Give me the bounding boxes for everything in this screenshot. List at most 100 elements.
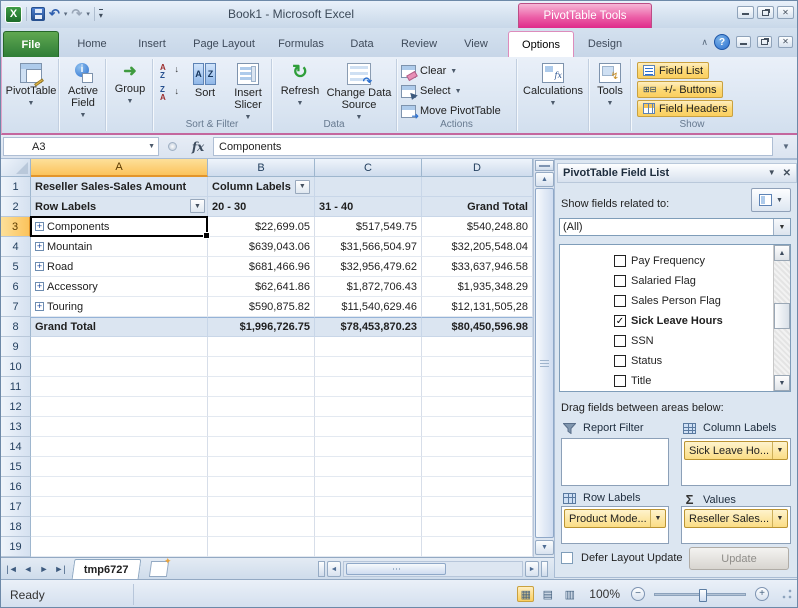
cell-C19[interactable] [315, 537, 422, 557]
field-item-status[interactable]: Status [614, 351, 770, 371]
cell-C13[interactable] [315, 417, 422, 437]
tab-split-handle[interactable] [318, 561, 325, 577]
row-header-5[interactable]: 5 [1, 257, 31, 277]
pane-close-icon[interactable]: ✕ [782, 167, 791, 179]
close-button[interactable]: ✕ [777, 6, 794, 19]
cell-D7[interactable]: $12,131,505,28 [422, 297, 533, 317]
cell-C12[interactable] [315, 397, 422, 417]
row-header-18[interactable]: 18 [1, 517, 31, 537]
pill-dropdown-icon[interactable]: ▼ [772, 510, 787, 527]
field-item-ssn[interactable]: SSN [614, 331, 770, 351]
zoom-slider[interactable] [654, 588, 746, 602]
field-item-title[interactable]: Title [614, 371, 770, 391]
field-item-salaried-flag[interactable]: Salaried Flag [614, 271, 770, 291]
workbook-close-button[interactable]: ✕ [778, 36, 793, 48]
expand-formula-bar-icon[interactable]: ▼ [782, 142, 790, 151]
cell-B16[interactable] [208, 477, 315, 497]
row-header-1[interactable]: 1 [1, 177, 31, 197]
field-checkbox[interactable] [614, 275, 626, 287]
cell-C5[interactable]: $32,956,479.62 [315, 257, 422, 277]
expand-icon[interactable]: + [35, 241, 44, 251]
cell-A7[interactable]: + Touring [31, 297, 208, 317]
save-icon[interactable] [31, 7, 45, 21]
row-header-3[interactable]: 3 [1, 217, 31, 237]
cell-A6[interactable]: + Accessory [31, 277, 208, 297]
restore-button[interactable] [757, 6, 774, 19]
table-filter-combobox[interactable]: (All) ▼ [559, 218, 791, 236]
cell-D13[interactable] [422, 417, 533, 437]
cell-B1[interactable]: Column Labels ▼ [208, 177, 315, 197]
row-header-12[interactable]: 12 [1, 397, 31, 417]
pivottable-button[interactable]: PivotTable ▼ [6, 61, 56, 110]
workbook-minimize-button[interactable] [736, 36, 751, 48]
cell-D19[interactable] [422, 537, 533, 557]
area-pill-row-labels[interactable]: Product Mode... ▼ [564, 509, 666, 528]
name-box-dropdown-icon[interactable]: ▼ [148, 143, 155, 150]
row-header-11[interactable]: 11 [1, 377, 31, 397]
cell-C9[interactable] [315, 337, 422, 357]
cell-D5[interactable]: $33,637,946.58 [422, 257, 533, 277]
cell-D2[interactable]: Grand Total [422, 197, 533, 217]
insert-slicer-button[interactable]: Insert Slicer ▼ [227, 61, 269, 124]
page-layout-view-button[interactable]: ▤ [542, 588, 553, 601]
row-header-9[interactable]: 9 [1, 337, 31, 357]
cell-A11[interactable] [31, 377, 208, 397]
cell-C18[interactable] [315, 517, 422, 537]
field-checkbox[interactable] [614, 255, 626, 267]
defer-layout-update[interactable]: Defer Layout Update [561, 552, 683, 564]
pill-dropdown-icon[interactable]: ▼ [772, 442, 787, 459]
zoom-level[interactable]: 100% [589, 587, 620, 601]
sort-az-button[interactable]: A Z ↓ [160, 63, 179, 80]
last-sheet-icon[interactable]: ►| [54, 563, 66, 574]
minimize-button[interactable] [737, 6, 754, 19]
expand-icon[interactable]: + [35, 221, 44, 231]
row-header-16[interactable]: 16 [1, 477, 31, 497]
field-checkbox[interactable]: ✓ [614, 315, 626, 327]
help-icon[interactable]: ? [714, 34, 730, 50]
cell-A8[interactable]: Grand Total [31, 317, 208, 337]
plus-minus-buttons-toggle[interactable]: ⊞⊟ +/- Buttons [637, 81, 723, 98]
cell-A19[interactable] [31, 537, 208, 557]
row-header-8[interactable]: 8 [1, 317, 31, 337]
insert-function-icon[interactable]: fx [191, 139, 205, 154]
tools-button[interactable]: Tools ▼ [591, 61, 629, 110]
tab-view[interactable]: View [464, 38, 488, 50]
cell-C3[interactable]: $517,549.75 [315, 217, 422, 237]
column-header-A[interactable]: A [31, 159, 208, 177]
scroll-down-icon[interactable]: ▼ [535, 540, 554, 555]
cell-D17[interactable] [422, 497, 533, 517]
insert-worksheet-icon[interactable] [148, 560, 169, 577]
select-all-corner[interactable] [1, 159, 31, 177]
cell-D18[interactable] [422, 517, 533, 537]
row-header-6[interactable]: 6 [1, 277, 31, 297]
page-break-view-button[interactable]: ▥ [564, 588, 575, 601]
row-header-7[interactable]: 7 [1, 297, 31, 317]
cell-C17[interactable] [315, 497, 422, 517]
horizontal-scrollbar[interactable]: ◄ ► [318, 561, 548, 577]
field-list-toggle[interactable]: Field List [637, 62, 710, 79]
undo-dropdown-icon[interactable]: ▾ [63, 11, 68, 18]
field-checkbox[interactable] [614, 375, 626, 387]
cell-C14[interactable] [315, 437, 422, 457]
field-checkbox[interactable] [614, 295, 626, 307]
cell-D3[interactable]: $540,248.80 [422, 217, 533, 237]
resize-grip[interactable] [780, 587, 793, 601]
field-item-sick-leave-hours[interactable]: ✓ Sick Leave Hours [614, 311, 770, 331]
horizontal-scroll-thumb[interactable] [346, 563, 446, 575]
cell-C15[interactable] [315, 457, 422, 477]
cell-B5[interactable]: $681,466.96 [208, 257, 315, 277]
row-header-19[interactable]: 19 [1, 537, 31, 557]
cell-B15[interactable] [208, 457, 315, 477]
cell-B14[interactable] [208, 437, 315, 457]
cell-C7[interactable]: $11,540,629.46 [315, 297, 422, 317]
group-button[interactable]: ➜ Group ▼ [108, 61, 152, 108]
refresh-button[interactable]: ↻ Refresh ▼ [278, 61, 322, 110]
cell-B18[interactable] [208, 517, 315, 537]
scroll-up-icon[interactable]: ▲ [535, 172, 554, 187]
cell-B2[interactable]: 20 - 30 [208, 197, 315, 217]
name-box[interactable]: A3 ▼ [3, 137, 159, 156]
field-item-sales-person-flag[interactable]: Sales Person Flag [614, 291, 770, 311]
sort-za-button[interactable]: Z A ↓ [160, 85, 179, 102]
tab-review[interactable]: Review [400, 38, 438, 50]
